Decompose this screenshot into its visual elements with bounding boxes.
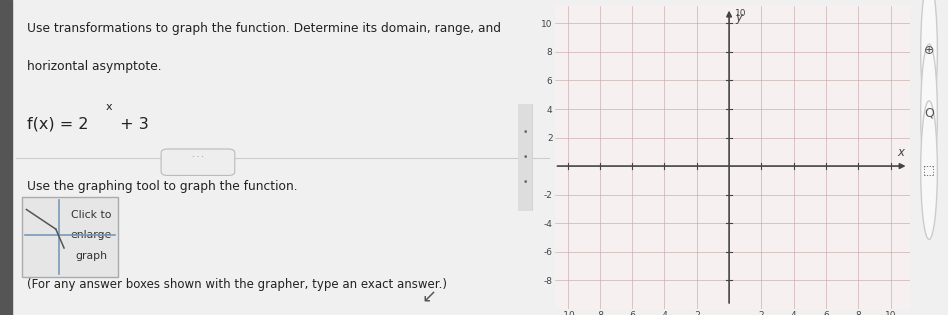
Text: Q: Q [924, 107, 934, 120]
Text: •: • [522, 178, 528, 186]
Text: ↙: ↙ [421, 289, 436, 307]
Text: ⬚: ⬚ [923, 163, 935, 177]
Text: x: x [106, 102, 113, 112]
Text: ⊕: ⊕ [923, 44, 935, 57]
Text: x: x [898, 146, 904, 159]
Text: y: y [736, 11, 742, 24]
Bar [22, 197, 119, 277]
Circle shape [921, 101, 938, 239]
Text: 10: 10 [735, 9, 746, 18]
Circle shape [921, 0, 938, 120]
Bar [0, 0, 12, 315]
Text: horizontal asymptote.: horizontal asymptote. [27, 60, 162, 73]
Text: Use transformations to graph the function. Determine its domain, range, and: Use transformations to graph the functio… [27, 22, 501, 35]
Text: enlarge: enlarge [71, 231, 112, 240]
Text: Use the graphing tool to graph the function.: Use the graphing tool to graph the funct… [27, 180, 298, 192]
FancyBboxPatch shape [161, 149, 235, 175]
FancyBboxPatch shape [518, 99, 533, 216]
Circle shape [921, 44, 938, 183]
Text: ▲: ▲ [4, 117, 9, 123]
Text: f(x) = 2: f(x) = 2 [27, 117, 89, 132]
Text: + 3: + 3 [116, 117, 149, 132]
Text: graph: graph [75, 250, 107, 261]
Text: · · ·: · · · [192, 153, 204, 162]
Text: •: • [522, 153, 528, 162]
Text: Click to: Click to [71, 210, 112, 220]
Text: (For any answer boxes shown with the grapher, type an exact answer.): (For any answer boxes shown with the gra… [27, 278, 447, 291]
Text: •: • [522, 129, 528, 137]
